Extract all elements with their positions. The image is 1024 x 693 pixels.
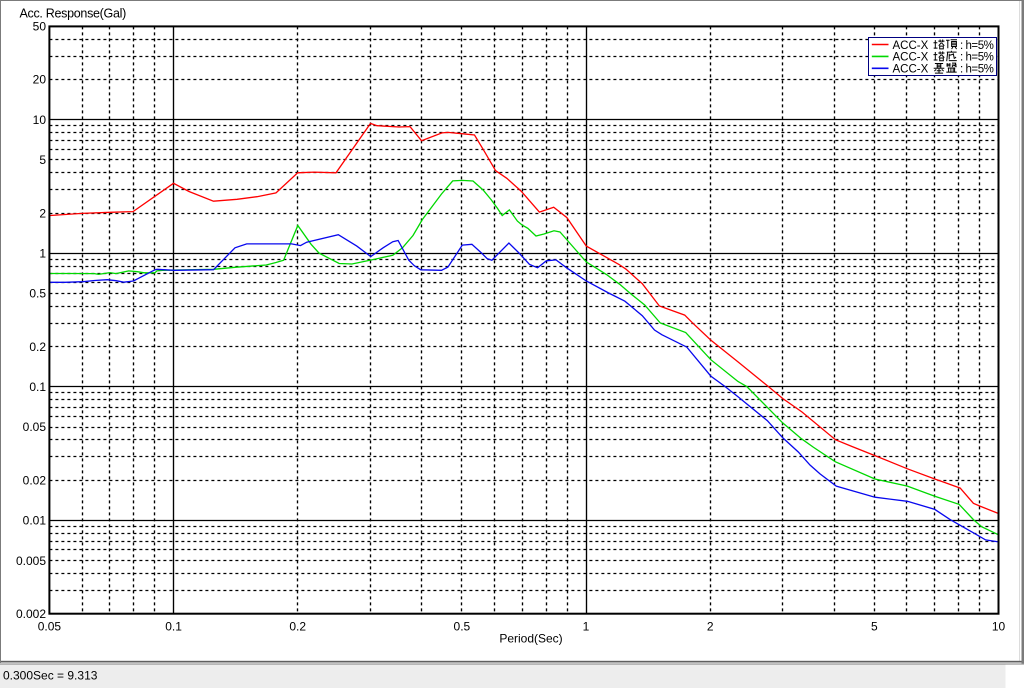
svg-text:ACC-X: ACC-X	[893, 40, 929, 52]
svg-text:1: 1	[39, 247, 46, 261]
svg-text:: h=5%: : h=5%	[960, 64, 994, 76]
svg-text:Acc. Response(Gal): Acc. Response(Gal)	[20, 7, 127, 21]
svg-text:ACC-X: ACC-X	[893, 64, 929, 76]
svg-text:2: 2	[707, 620, 714, 634]
svg-text:0.300Sec = 9.313: 0.300Sec = 9.313	[3, 669, 98, 683]
svg-text:0.05: 0.05	[38, 620, 62, 634]
svg-text:0.005: 0.005	[16, 554, 46, 568]
svg-text:0.2: 0.2	[289, 620, 306, 634]
svg-text:5: 5	[39, 153, 46, 167]
svg-text:0.01: 0.01	[23, 514, 47, 528]
svg-text:ACC-X: ACC-X	[893, 52, 929, 64]
svg-text:0.5: 0.5	[454, 620, 471, 634]
svg-text:0.05: 0.05	[23, 420, 47, 434]
svg-text:0.2: 0.2	[29, 340, 46, 354]
svg-text:: h=5%: : h=5%	[960, 40, 994, 52]
svg-text:Period(Sec): Period(Sec)	[499, 632, 562, 646]
svg-text:0.02: 0.02	[23, 473, 47, 487]
svg-text:0.5: 0.5	[29, 287, 46, 301]
svg-text:10: 10	[33, 113, 47, 127]
svg-text:0.1: 0.1	[165, 620, 182, 634]
svg-text:20: 20	[33, 73, 47, 87]
svg-text:2: 2	[39, 206, 46, 220]
svg-text:10: 10	[992, 620, 1006, 634]
svg-text:1: 1	[583, 620, 590, 634]
svg-text:0.1: 0.1	[29, 380, 46, 394]
svg-text:: h=5%: : h=5%	[960, 52, 994, 64]
svg-text:50: 50	[33, 20, 47, 34]
svg-text:5: 5	[871, 620, 878, 634]
